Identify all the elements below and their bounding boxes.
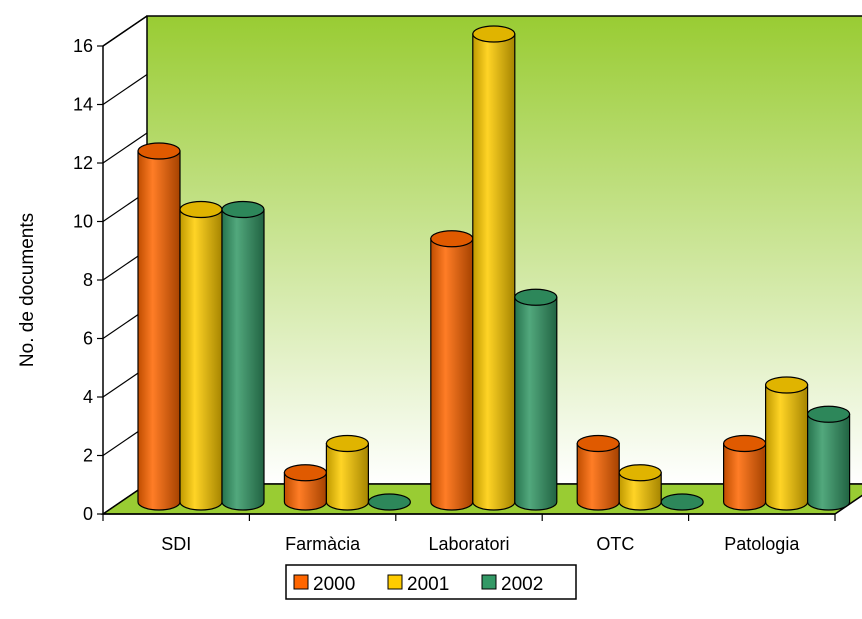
chart-labels: 0 2 4 6 8 10 12 14 16 SDI Farmàcia Laboratori OTC Pat… (17, 36, 800, 554)
chart-axes (97, 15, 836, 521)
x-tick-label: Laboratori (428, 534, 509, 554)
bar-body (807, 413, 851, 511)
y-tick-label: 0 (83, 504, 93, 524)
bar-body (576, 442, 620, 511)
bar-2001-Laboratori (472, 25, 516, 511)
bar-body (221, 208, 265, 511)
x-tick-label: OTC (596, 534, 634, 554)
bar-2000-SDI (137, 142, 181, 511)
bar-2000-Patologia (722, 434, 767, 511)
bar-body (472, 33, 516, 511)
bar-top (137, 142, 181, 160)
y-tick-label: 16 (73, 36, 93, 56)
x-tick-label: Farmàcia (285, 534, 361, 554)
bar-top (325, 434, 369, 453)
bar-top (430, 230, 474, 248)
bar-2001-Farmàcia (325, 434, 369, 511)
bar-top (618, 464, 662, 482)
bar-body (325, 442, 369, 511)
legend-label: 2002 (501, 574, 543, 595)
bar-2002-Farmàcia (367, 493, 411, 511)
bar-2002-Patologia (806, 405, 851, 511)
bar-2001-Patologia (764, 376, 809, 511)
y-tick-label: 14 (73, 95, 93, 115)
chart-legend: 2000 2001 2002 (285, 564, 577, 600)
bar-2002-Laboratori (514, 288, 558, 511)
bar-body (514, 296, 558, 511)
y-tick-depth (102, 15, 148, 47)
bar-top (806, 405, 851, 423)
y-tick-label: 2 (83, 446, 93, 466)
x-tick-label: SDI (161, 534, 191, 554)
bar-top (764, 376, 809, 394)
bar-top (283, 464, 327, 482)
bar-top (514, 288, 558, 306)
y-tick-label: 8 (83, 270, 93, 290)
bar-2002-SDI (221, 200, 265, 511)
bar-body (179, 208, 223, 511)
bar-body (765, 384, 809, 511)
bar-2000-OTC (576, 434, 620, 511)
bar-body (430, 238, 474, 511)
bar-body (723, 442, 767, 511)
legend-label: 2000 (313, 574, 355, 595)
legend-label: 2001 (407, 574, 449, 595)
y-axis-title: No. de documents (17, 213, 38, 367)
bar-top (576, 434, 620, 453)
bar-2001-SDI (179, 200, 223, 511)
y-tick-depth (102, 74, 148, 105)
y-tick-label: 4 (83, 387, 93, 407)
legend-swatch (481, 574, 497, 590)
bar-top (221, 200, 265, 219)
legend-swatch (293, 574, 309, 590)
y-tick-label: 10 (73, 212, 93, 232)
bar-2000-Laboratori (430, 230, 474, 511)
bar-2002-OTC (660, 493, 704, 511)
bar-2000-Farmàcia (283, 464, 327, 511)
chart-bars (137, 25, 851, 511)
x-tick-label: Patologia (724, 534, 800, 554)
y-tick-depth (102, 132, 148, 164)
y-tick-label: 12 (73, 153, 93, 173)
y-tick-label: 6 (83, 329, 93, 349)
legend-box (285, 564, 577, 600)
bar-top (179, 200, 223, 219)
legend-swatch (387, 574, 403, 590)
bar-top (367, 493, 411, 511)
bar-top (722, 434, 767, 453)
bar-body (137, 150, 181, 511)
bar-2001-OTC (618, 464, 662, 511)
bar-top (472, 25, 516, 43)
bar-top (660, 493, 704, 511)
